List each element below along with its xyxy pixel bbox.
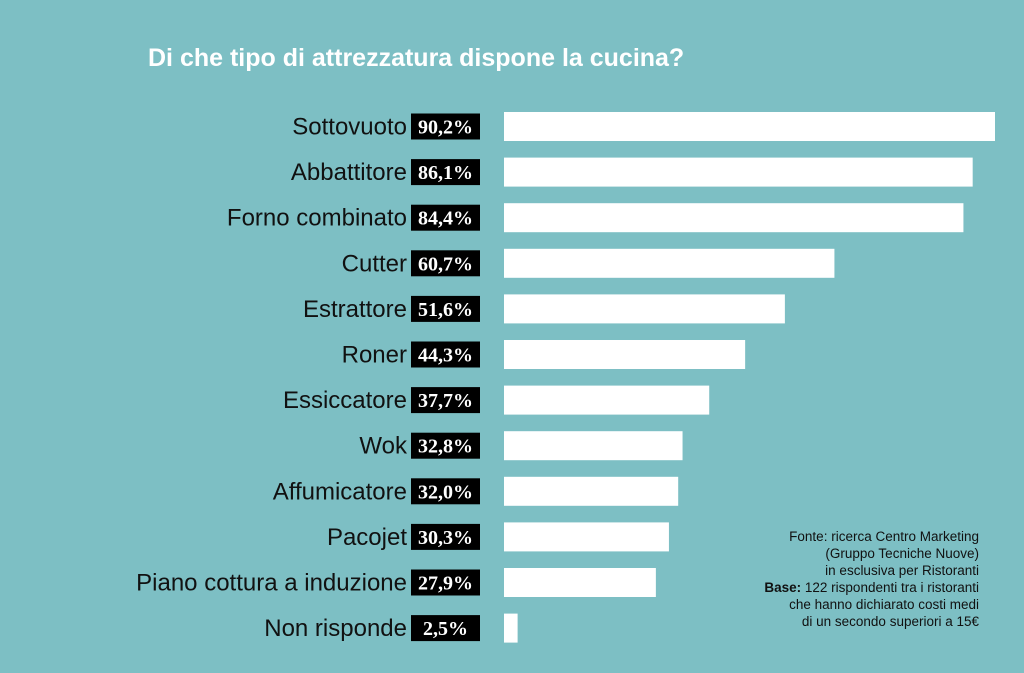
value-label-abbattitore: 86,1% — [418, 162, 473, 184]
bar-non-risponde — [504, 613, 518, 643]
source-line-4: Base: 122 rispondenti tra i ristoranti — [764, 579, 979, 596]
bar-row-abbattitore: 86,1% Abbattitore — [291, 157, 973, 187]
value-box-affumicatore — [411, 478, 480, 505]
value-box-cutter — [411, 250, 480, 277]
category-label-abbattitore: Abbattitore — [291, 159, 407, 186]
bars-layer: 90,2% Sottovuoto 86,1% Abbattitore 84,4% Forn… — [136, 112, 995, 643]
bar-row-estrattore: 51,6% Estrattore — [303, 294, 785, 324]
base-label: Base: — [764, 580, 802, 595]
bar-wok — [504, 431, 683, 461]
base-text: 122 rispondenti tra i ristoranti — [804, 580, 979, 595]
bar-row-forno-combinato: 84,4% Forno combinato — [227, 203, 964, 233]
bar-row-roner: 44,3% Roner — [342, 340, 746, 369]
source-line-5: che hanno dichiarato costi medi — [789, 597, 979, 612]
bar-row-sottovuoto: 90,2% Sottovuoto — [292, 112, 995, 141]
value-box-estrattore — [411, 295, 480, 322]
bar-forno-combinato — [504, 203, 964, 233]
bar-row-wok: 32,8% Wok — [359, 431, 683, 461]
bar-cutter — [504, 248, 835, 278]
category-label-pacojet: Pacojet — [327, 524, 407, 551]
category-label-estrattore: Estrattore — [303, 296, 407, 323]
bar-row-pacojet: 30,3% Pacojet — [327, 522, 669, 552]
category-label-piano-cottura-a-induzione: Piano cottura a induzione — [136, 570, 407, 597]
bar-piano-cottura-a-induzione — [504, 568, 656, 597]
bar-abbattitore — [504, 157, 973, 187]
value-label-piano-cottura-a-induzione: 27,9% — [418, 573, 473, 595]
value-label-non-risponde: 2,5% — [423, 618, 468, 640]
value-box-wok — [411, 432, 480, 459]
value-label-estrattore: 51,6% — [418, 299, 473, 321]
source-line-1: Fonte: ricerca Centro Marketing — [789, 529, 979, 544]
value-box-pacojet — [411, 523, 480, 550]
category-label-roner: Roner — [342, 342, 407, 369]
value-label-roner: 44,3% — [418, 345, 473, 367]
bar-row-non-risponde: 2,5% Non risponde — [264, 613, 518, 643]
bar-row-affumicatore: 32,0% Affumicatore — [273, 476, 679, 506]
value-box-abbattitore — [411, 159, 480, 186]
category-label-non-risponde: Non risponde — [264, 615, 407, 642]
bar-pacojet — [504, 522, 669, 552]
bar-row-essiccatore: 37,7% Essiccatore — [283, 385, 710, 415]
category-label-wok: Wok — [359, 433, 408, 460]
source-line-3: in esclusiva per Ristoranti — [825, 563, 979, 578]
value-label-affumicatore: 32,0% — [418, 481, 473, 503]
chart-title: Di che tipo di attrezzatura dispone la c… — [148, 44, 685, 72]
category-label-sottovuoto: Sottovuoto — [292, 114, 407, 141]
bar-roner — [504, 340, 746, 369]
value-box-sottovuoto — [411, 113, 480, 140]
category-label-essiccatore: Essiccatore — [283, 387, 407, 414]
bar-row-piano-cottura-a-induzione: 27,9% Piano cottura a induzione — [136, 568, 656, 597]
source-line-2: (Gruppo Tecniche Nuove) — [825, 546, 979, 561]
value-box-forno-combinato — [411, 204, 480, 231]
value-box-piano-cottura-a-induzione — [411, 569, 480, 596]
value-label-wok: 32,8% — [418, 436, 473, 458]
value-label-essiccatore: 37,7% — [418, 390, 473, 412]
value-label-pacojet: 30,3% — [418, 527, 473, 549]
bar-sottovuoto — [504, 112, 995, 141]
bar-affumicatore — [504, 476, 679, 506]
bar-essiccatore — [504, 385, 710, 415]
source-note: Fonte: ricerca Centro Marketing (Gruppo … — [764, 528, 979, 630]
value-label-cutter: 60,7% — [418, 253, 473, 275]
bar-row-cutter: 60,7% Cutter — [342, 248, 835, 278]
category-label-forno-combinato: Forno combinato — [227, 205, 407, 232]
value-label-sottovuoto: 90,2% — [418, 117, 473, 139]
category-label-affumicatore: Affumicatore — [273, 478, 407, 505]
value-box-roner — [411, 341, 480, 368]
value-label-forno-combinato: 84,4% — [418, 208, 473, 230]
value-box-non-risponde — [411, 615, 480, 642]
bar-estrattore — [504, 294, 785, 324]
category-label-cutter: Cutter — [342, 250, 407, 277]
source-line-6: di un secondo superiori a 15€ — [801, 614, 979, 629]
value-box-essiccatore — [411, 387, 480, 414]
